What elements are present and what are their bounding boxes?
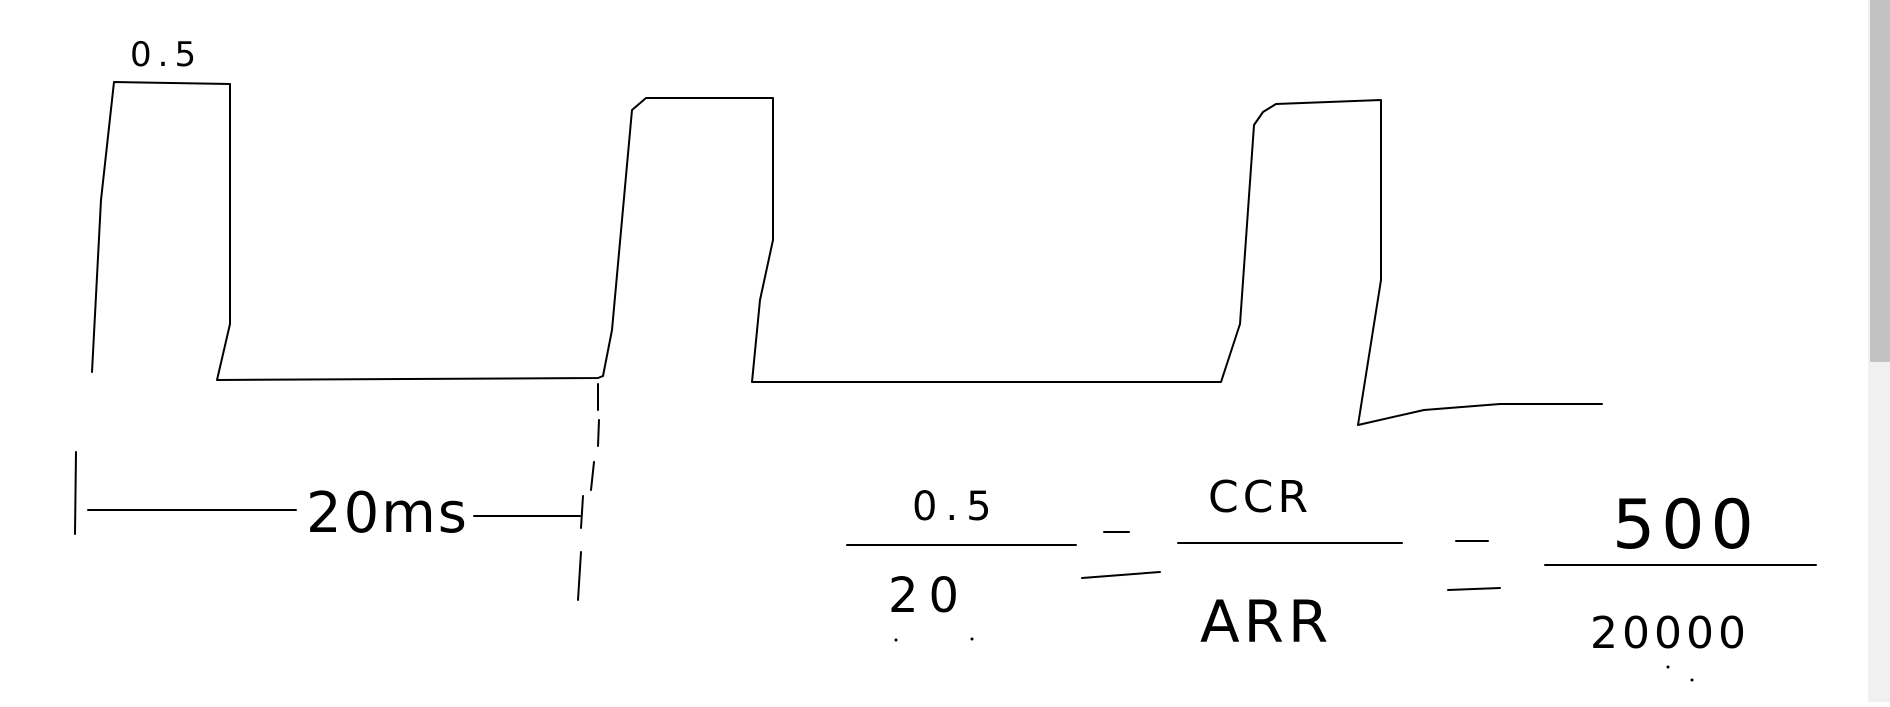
fraction2-numerator: CCR: [1208, 472, 1312, 523]
vertical-scrollbar-thumb[interactable]: [1870, 0, 1890, 362]
stray-dot: [894, 638, 898, 642]
period-dashed-line: [577, 383, 600, 601]
fraction1-numerator: 0.5: [912, 484, 1000, 530]
period-left-tick: [74, 451, 77, 535]
amplitude-label: 0.5: [130, 35, 202, 75]
stray-dot: [970, 637, 974, 641]
fraction3-denominator: 20000: [1590, 608, 1750, 659]
fraction1-denominator: 20: [888, 568, 969, 624]
stray-dot: [1690, 678, 1694, 682]
fraction2-denominator: ARR: [1200, 588, 1332, 656]
stray-dot: [1666, 665, 1670, 669]
fraction3-numerator: 500: [1612, 486, 1760, 565]
equals-sign-1: [1081, 531, 1161, 579]
equals-sign-2: [1447, 540, 1501, 591]
period-label: 20ms: [306, 481, 469, 546]
pwm-waveform: [91, 81, 1603, 426]
